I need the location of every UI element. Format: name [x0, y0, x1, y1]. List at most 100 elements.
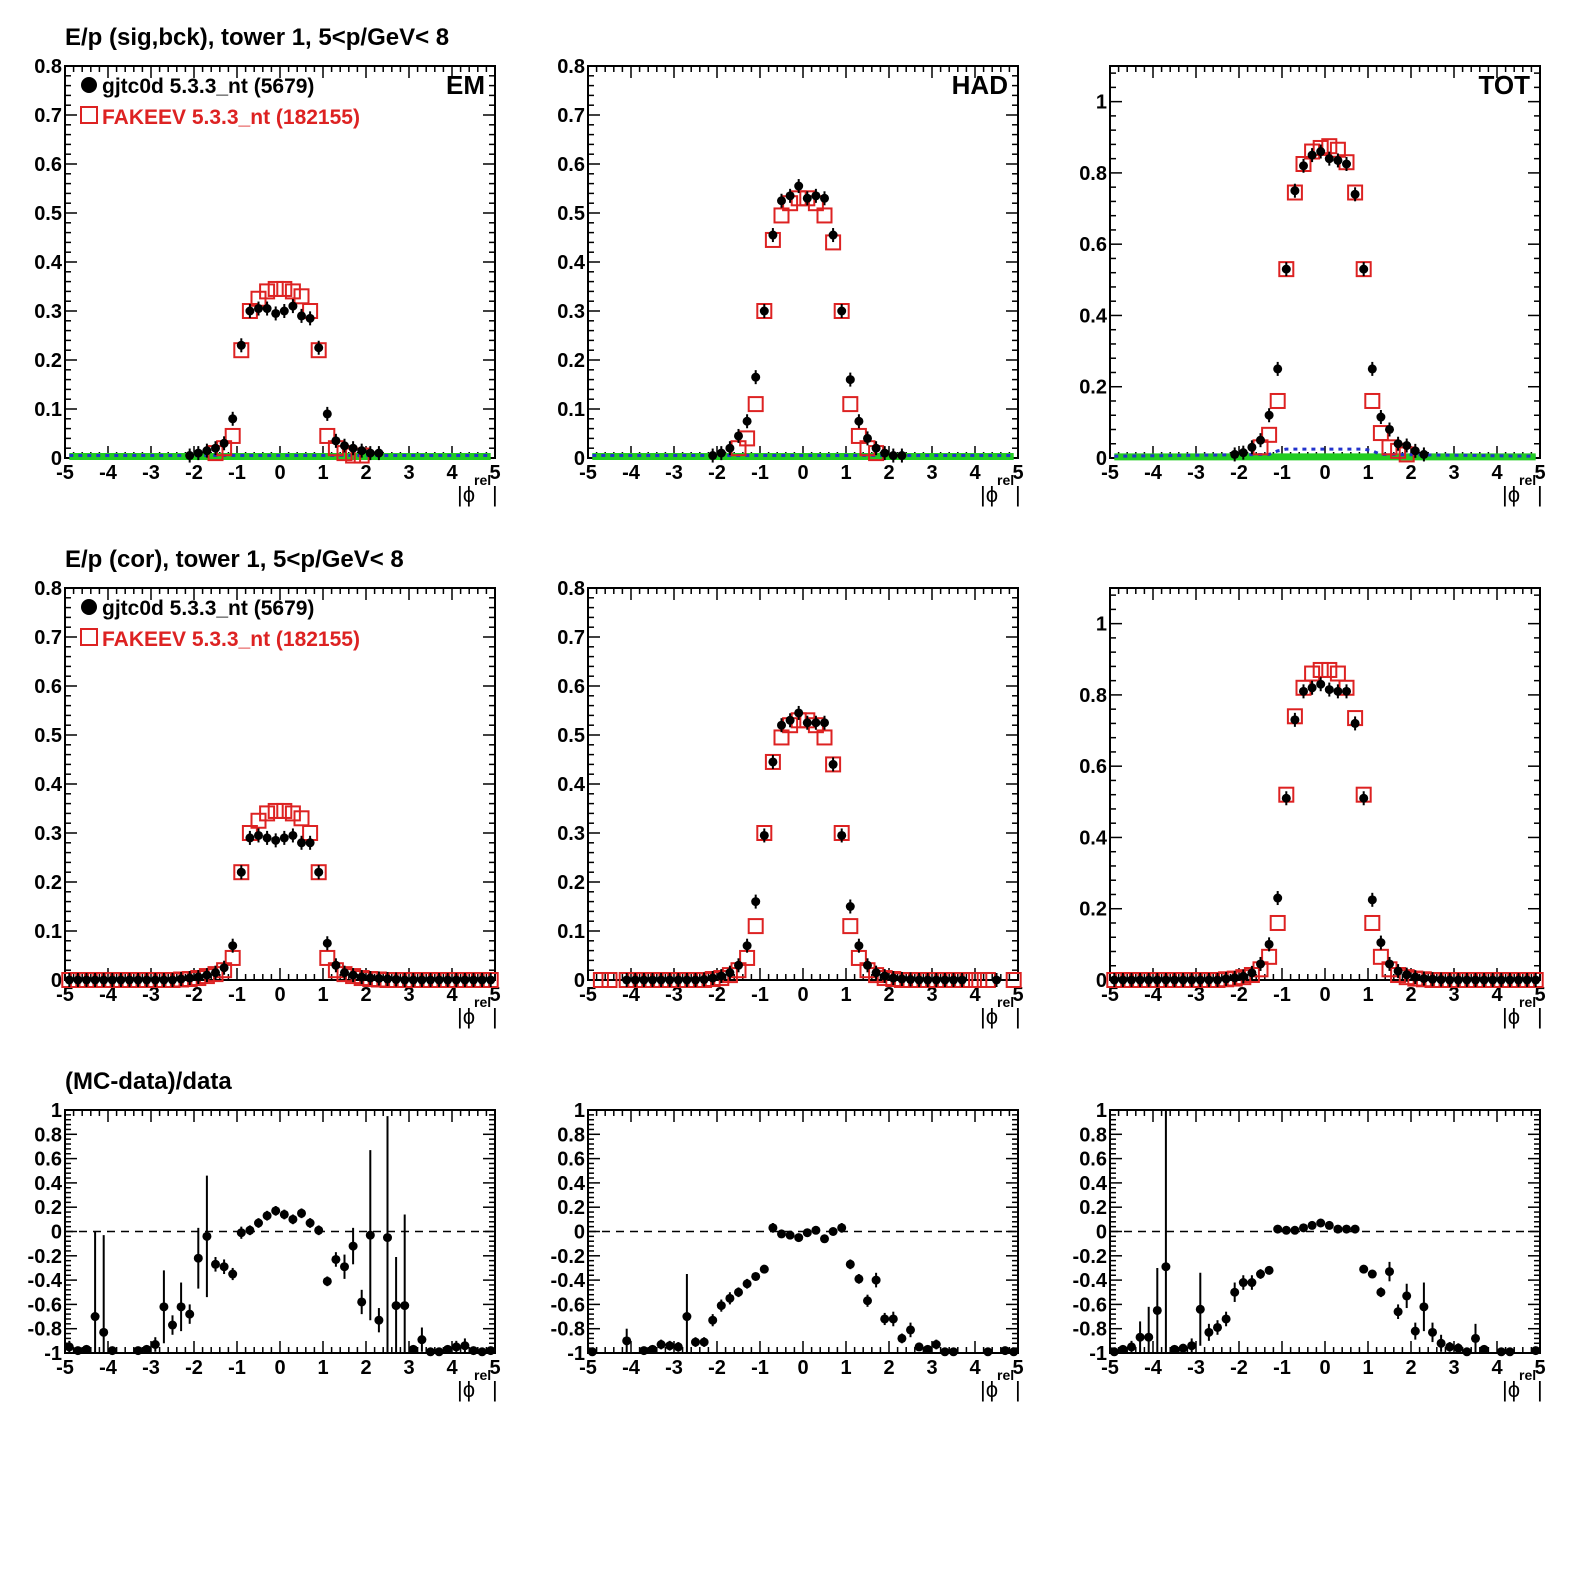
data-point: [871, 443, 881, 453]
data-point: [374, 448, 384, 458]
x-axis-title-end: |: [1537, 482, 1543, 507]
x-tick-label: -4: [622, 1357, 641, 1379]
data-point: [417, 1335, 427, 1345]
data-point: [699, 975, 709, 985]
x-tick-label: -4: [1144, 984, 1163, 1006]
data-point: [673, 1342, 683, 1352]
x-tick-label: -3: [665, 1357, 683, 1379]
mc-point: [1269, 914, 1286, 931]
data-point: [1230, 449, 1240, 459]
x-tick-label: 3: [926, 1357, 937, 1379]
data-point: [665, 975, 675, 985]
data-point: [622, 1336, 632, 1346]
data-point: [1385, 959, 1394, 969]
y-tick-label: 0.7: [557, 105, 585, 127]
data-point: [1505, 1347, 1515, 1357]
y-tick-label: 0.2: [557, 1197, 585, 1219]
data-point: [992, 975, 1001, 985]
data-point: [759, 1264, 769, 1274]
data-point: [785, 715, 795, 725]
data-point: [888, 451, 898, 461]
data-point: [768, 757, 778, 767]
x-tick-label: 3: [403, 462, 414, 484]
data-point: [1264, 939, 1274, 949]
x-tick-label: 5: [489, 1357, 500, 1379]
data-point: [1290, 715, 1300, 725]
data-point: [73, 975, 83, 985]
x-tick-label: -2: [185, 984, 203, 1006]
y-tick-label: 0: [1096, 1222, 1107, 1244]
data-point: [1376, 938, 1386, 948]
y-tick-label: -0.4: [28, 1270, 63, 1292]
x-axis-title-sup: rel: [474, 1367, 491, 1383]
y-ticks: 0 0.1 0.2 0.3 0.4 0.5 0.6 0.7 0.8: [557, 578, 1018, 992]
x-tick-label: -3: [142, 1357, 160, 1379]
data-point: [888, 1314, 898, 1324]
data-point: [742, 941, 752, 951]
data-point: [271, 308, 281, 318]
x-tick-label: 5: [1534, 1357, 1545, 1379]
x-axis-title-sup: rel: [1519, 994, 1536, 1010]
data-point: [1161, 975, 1171, 985]
data-point: [880, 1314, 890, 1324]
x-tick-label: -2: [708, 462, 726, 484]
data-point: [777, 1229, 786, 1239]
data-point: [639, 1346, 649, 1356]
data-point: [940, 975, 950, 985]
data-point: [1281, 264, 1291, 274]
panel-label-had: HAD: [952, 70, 1008, 100]
mc-point: [971, 972, 988, 988]
data-point: [82, 1344, 91, 1354]
x-tick-label: 3: [1448, 984, 1459, 1006]
plot-area: [69, 280, 491, 464]
mc-point: [1269, 392, 1286, 409]
x-tick-label: -2: [1230, 462, 1248, 484]
data-point: [1367, 364, 1377, 374]
x-tick-label: -3: [665, 462, 683, 484]
data-point: [716, 1301, 726, 1311]
y-tick-label: 0.6: [34, 1149, 62, 1171]
y-ticks: -1-0.8 -0.6-0.4-0.20 0.20.40.6 0.81: [551, 1100, 1018, 1365]
data-point: [245, 306, 255, 316]
y-tick-label: 0.6: [557, 154, 585, 176]
data-point: [734, 431, 743, 441]
data-point: [897, 974, 907, 984]
panel-label-em: EM: [446, 70, 485, 100]
x-tick-label: 4: [446, 984, 458, 1006]
data-point: [957, 975, 967, 985]
x-tick-label: 2: [1405, 984, 1416, 1006]
data-point: [99, 975, 109, 985]
data-point: [1316, 147, 1326, 157]
data-point: [107, 1346, 117, 1356]
plot-area: [592, 179, 1014, 463]
y-tick-label: 0: [574, 448, 585, 470]
data-point: [837, 306, 847, 316]
series-data: [64, 828, 496, 987]
data-point: [279, 1209, 289, 1219]
data-point: [305, 1218, 315, 1228]
data-point: [1118, 1344, 1128, 1354]
series-ratio: [1109, 1110, 1541, 1357]
y-tick-label: 0.2: [34, 1197, 62, 1219]
y-tick-label: 0.8: [1079, 163, 1107, 185]
data-point: [1385, 1267, 1394, 1277]
legend-label-data: gjtc0d 5.3.3_nt (5679): [102, 597, 314, 620]
x-tick-label: -1: [228, 984, 246, 1006]
mc-point: [592, 972, 609, 988]
y-tick-label: 0.8: [557, 56, 585, 78]
data-point: [820, 193, 829, 203]
data-point: [365, 1230, 375, 1240]
row-title-sigbck: E/p (sig,bck), tower 1, 5<p/GeV< 8: [65, 24, 449, 51]
y-tick-label: 0.3: [34, 823, 62, 845]
data-point: [193, 448, 203, 458]
data-point: [1299, 686, 1308, 696]
y-tick-label: 0.5: [34, 725, 62, 747]
data-point: [699, 1337, 709, 1347]
data-point: [150, 975, 160, 985]
x-tick-label: -4: [99, 462, 118, 484]
x-axis-title-sup: rel: [474, 994, 491, 1010]
x-ticks: -5 -4 -3 -2 -1 0 1 2 3 4 5: [1101, 1110, 1546, 1379]
